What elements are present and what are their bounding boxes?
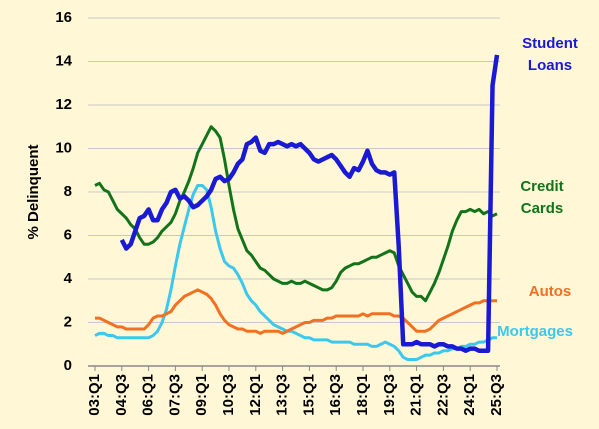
y-tick-label: 2: [64, 313, 72, 330]
x-tick-label: 25:Q3: [488, 374, 505, 416]
series-label: Mortgages: [497, 323, 573, 340]
y-tick-label: 0: [64, 357, 72, 374]
x-tick-label: 12:Q1: [247, 374, 264, 416]
x-tick-label: 04:Q3: [113, 374, 130, 416]
y-tick-label: 4: [64, 270, 73, 287]
series-line: [119, 54, 500, 354]
x-tick-label: 22:Q3: [434, 374, 451, 416]
series-label: Autos: [528, 283, 572, 300]
x-tick-label: 10:Q3: [220, 374, 237, 416]
y-tick-label: 10: [55, 139, 72, 156]
x-tick-label: 03:Q1: [86, 374, 103, 416]
y-tick-label: 16: [55, 9, 72, 26]
y-axis-label: % Delinquent: [25, 144, 42, 239]
x-tick-label: 21:Q1: [408, 374, 425, 416]
series-line: [95, 288, 497, 335]
series-label: Student Loans: [522, 35, 578, 74]
x-tick-label: 16:Q3: [327, 374, 344, 416]
x-tick-label: 15:Q1: [300, 374, 317, 416]
x-tick-label: 07:Q3: [166, 374, 183, 416]
x-tick-label: 06:Q1: [140, 374, 157, 416]
x-tick-label: 19:Q3: [381, 374, 398, 416]
x-tick-label: 18:Q1: [354, 374, 371, 416]
x-tick-label: 13:Q3: [274, 374, 291, 416]
x-tick-label: 24:Q1: [461, 374, 478, 416]
y-tick-label: 6: [64, 226, 72, 243]
series-label: Credit Cards: [520, 178, 564, 217]
series-line: [94, 183, 497, 361]
y-tick-label: 12: [55, 96, 72, 113]
y-tick-label: 14: [55, 52, 72, 69]
x-tick-label: 09:Q1: [193, 374, 210, 416]
series-line: [94, 125, 498, 303]
y-tick-label: 8: [64, 183, 72, 200]
